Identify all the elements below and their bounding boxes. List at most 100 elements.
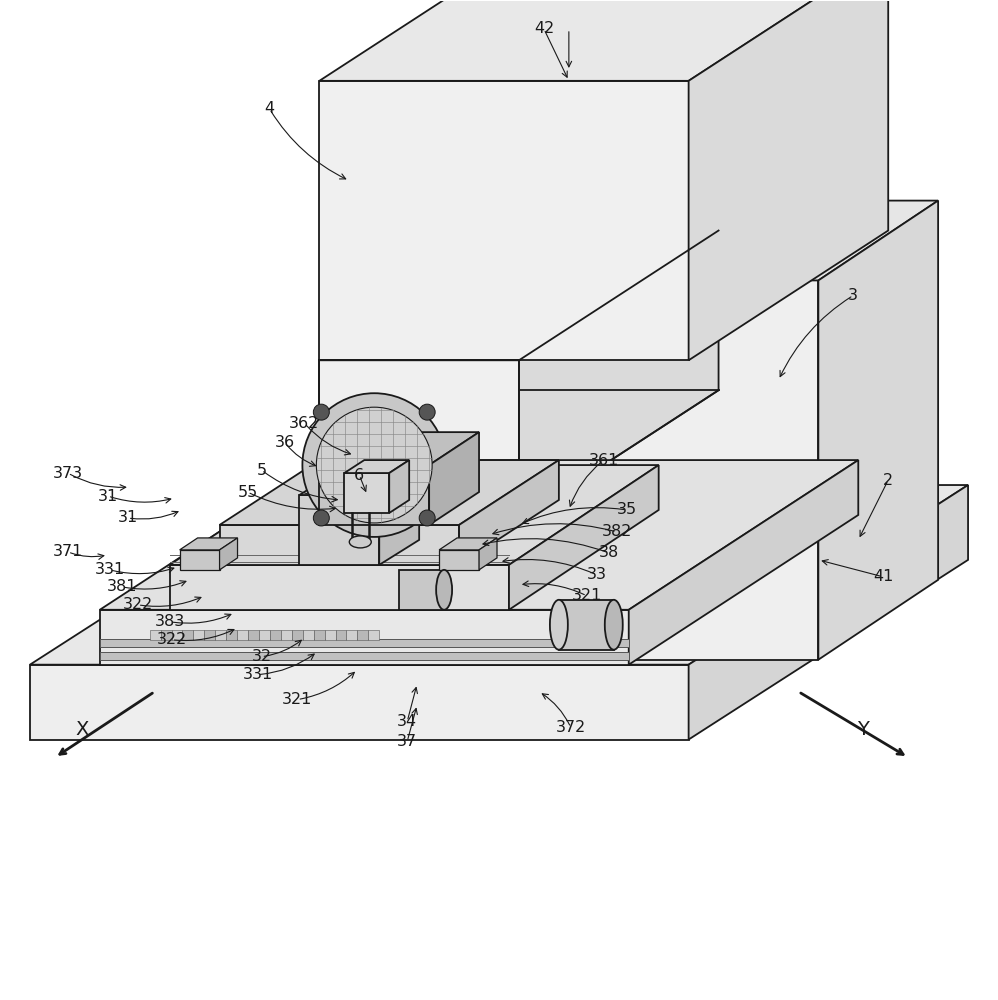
- Polygon shape: [368, 630, 379, 640]
- Text: 322: 322: [157, 632, 187, 647]
- Text: 33: 33: [587, 567, 607, 582]
- Polygon shape: [519, 231, 719, 520]
- Polygon shape: [227, 630, 238, 640]
- Text: 2: 2: [883, 473, 893, 488]
- Polygon shape: [689, 0, 888, 360]
- Polygon shape: [269, 630, 280, 640]
- Text: 322: 322: [123, 597, 153, 612]
- Polygon shape: [346, 630, 357, 640]
- Polygon shape: [313, 630, 324, 640]
- Polygon shape: [302, 630, 313, 640]
- Polygon shape: [389, 460, 409, 513]
- Text: 38: 38: [599, 545, 619, 560]
- Polygon shape: [100, 460, 858, 610]
- Polygon shape: [429, 432, 479, 525]
- Text: 383: 383: [155, 614, 185, 629]
- Polygon shape: [100, 652, 629, 660]
- Polygon shape: [629, 460, 858, 665]
- Polygon shape: [569, 280, 818, 660]
- Ellipse shape: [349, 536, 371, 548]
- Ellipse shape: [436, 570, 452, 610]
- Polygon shape: [150, 630, 161, 640]
- Polygon shape: [170, 565, 509, 610]
- Text: 331: 331: [243, 667, 272, 682]
- Polygon shape: [280, 630, 291, 640]
- Circle shape: [302, 393, 446, 537]
- Polygon shape: [509, 465, 659, 610]
- Polygon shape: [183, 630, 194, 640]
- Text: 3: 3: [848, 288, 858, 303]
- Circle shape: [313, 510, 329, 526]
- Text: 6: 6: [354, 468, 364, 483]
- Polygon shape: [335, 630, 346, 640]
- Text: 4: 4: [264, 101, 274, 116]
- Circle shape: [316, 407, 432, 523]
- Polygon shape: [319, 231, 719, 360]
- Polygon shape: [172, 630, 183, 640]
- Polygon shape: [319, 81, 689, 360]
- Polygon shape: [259, 630, 269, 640]
- Polygon shape: [100, 610, 629, 665]
- Polygon shape: [220, 460, 559, 525]
- Polygon shape: [324, 630, 335, 640]
- Text: 34: 34: [397, 714, 417, 729]
- Text: X: X: [75, 720, 89, 739]
- Text: 382: 382: [602, 524, 632, 539]
- Polygon shape: [249, 630, 259, 640]
- Polygon shape: [344, 473, 389, 513]
- Text: 373: 373: [53, 466, 83, 481]
- Polygon shape: [299, 495, 379, 565]
- Polygon shape: [216, 630, 227, 640]
- Polygon shape: [205, 630, 216, 640]
- Text: 361: 361: [589, 453, 619, 468]
- Polygon shape: [319, 0, 888, 81]
- Polygon shape: [379, 470, 419, 565]
- Text: 32: 32: [251, 649, 271, 664]
- Circle shape: [419, 510, 435, 526]
- Polygon shape: [180, 538, 238, 550]
- Polygon shape: [818, 201, 938, 660]
- Text: 372: 372: [556, 720, 586, 735]
- Polygon shape: [439, 550, 479, 570]
- Text: 321: 321: [282, 692, 312, 707]
- Polygon shape: [291, 630, 302, 640]
- Text: 41: 41: [873, 569, 893, 584]
- Polygon shape: [220, 525, 459, 565]
- Polygon shape: [220, 538, 238, 570]
- Polygon shape: [319, 432, 479, 465]
- Polygon shape: [319, 465, 429, 525]
- Polygon shape: [319, 360, 519, 520]
- Text: 55: 55: [238, 485, 257, 500]
- Polygon shape: [238, 630, 249, 640]
- Text: 331: 331: [95, 562, 125, 577]
- Polygon shape: [299, 470, 419, 495]
- Polygon shape: [344, 460, 409, 473]
- Text: 362: 362: [289, 416, 319, 431]
- Polygon shape: [689, 485, 968, 740]
- Polygon shape: [170, 465, 659, 565]
- Polygon shape: [30, 665, 689, 740]
- Text: 381: 381: [107, 579, 137, 594]
- Text: 31: 31: [98, 489, 118, 504]
- Polygon shape: [559, 600, 614, 650]
- Polygon shape: [357, 630, 368, 640]
- Text: 35: 35: [617, 502, 637, 517]
- Polygon shape: [100, 639, 629, 647]
- Polygon shape: [459, 460, 559, 565]
- Polygon shape: [439, 538, 497, 550]
- Text: 37: 37: [397, 734, 417, 749]
- Polygon shape: [194, 630, 205, 640]
- Text: 42: 42: [534, 21, 554, 36]
- Circle shape: [419, 404, 435, 420]
- Ellipse shape: [605, 600, 623, 650]
- Ellipse shape: [550, 600, 568, 650]
- Text: 36: 36: [274, 435, 294, 450]
- Polygon shape: [569, 201, 938, 280]
- Polygon shape: [161, 630, 172, 640]
- Text: Y: Y: [857, 720, 869, 739]
- Text: 5: 5: [256, 463, 266, 478]
- Circle shape: [313, 404, 329, 420]
- Polygon shape: [399, 570, 444, 610]
- Text: 371: 371: [53, 544, 83, 559]
- Text: 31: 31: [118, 510, 138, 525]
